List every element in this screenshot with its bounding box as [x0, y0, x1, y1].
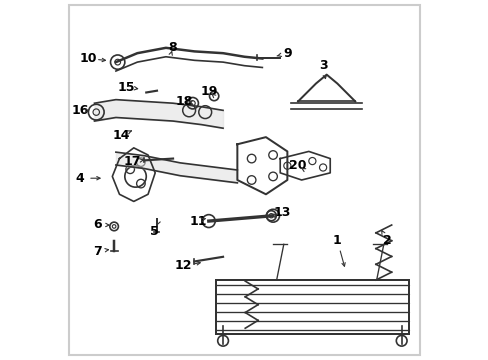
Text: 17: 17 — [123, 155, 141, 168]
Text: 5: 5 — [150, 225, 159, 238]
Text: 7: 7 — [93, 245, 102, 258]
Text: 10: 10 — [79, 52, 97, 65]
Text: 15: 15 — [117, 81, 134, 94]
Text: 13: 13 — [273, 206, 290, 219]
Text: 12: 12 — [175, 259, 192, 272]
Text: 20: 20 — [288, 159, 305, 172]
Text: 3: 3 — [318, 59, 327, 72]
Text: 1: 1 — [332, 234, 341, 247]
Text: 19: 19 — [200, 85, 217, 98]
Text: 4: 4 — [76, 172, 84, 185]
Text: 14: 14 — [112, 129, 130, 142]
Text: 8: 8 — [168, 41, 177, 54]
Text: 6: 6 — [93, 218, 102, 231]
Text: 18: 18 — [175, 95, 192, 108]
Text: 16: 16 — [71, 104, 89, 117]
Text: 11: 11 — [189, 215, 206, 228]
Text: 2: 2 — [382, 234, 391, 247]
Text: 9: 9 — [283, 47, 291, 60]
